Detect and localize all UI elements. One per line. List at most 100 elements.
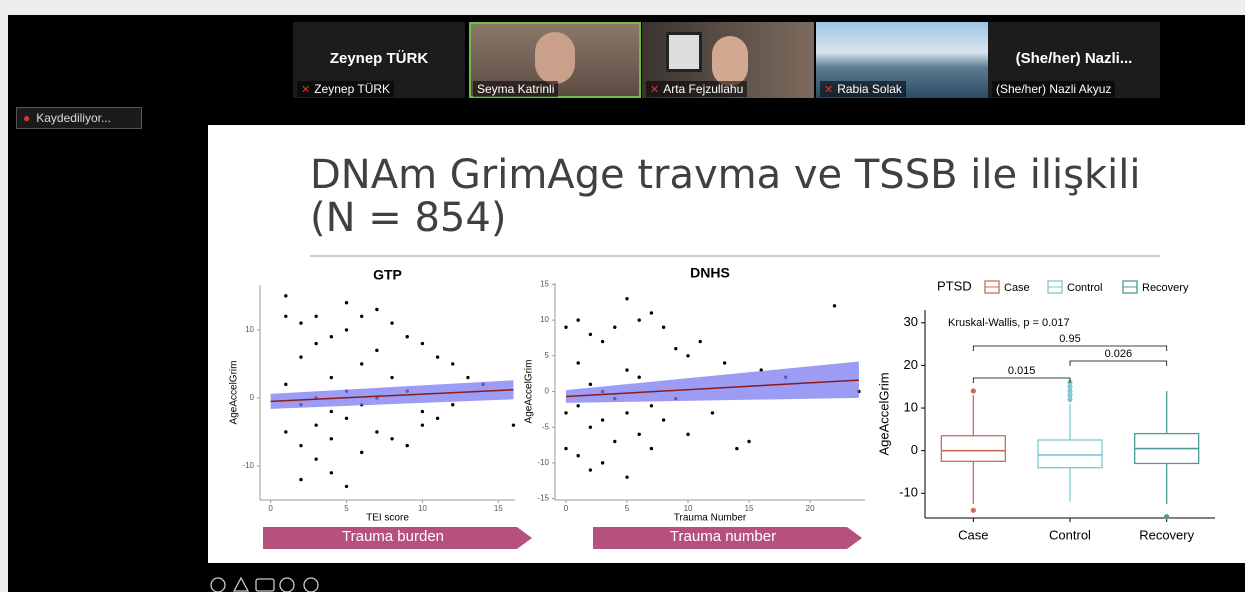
data-point: [375, 308, 378, 311]
pointer-button[interactable]: [234, 578, 248, 591]
x-tick-label: Control: [1049, 527, 1091, 542]
arrow-label: Trauma number: [670, 528, 776, 545]
data-point: [723, 361, 726, 364]
legend-label: Control: [1067, 282, 1102, 294]
data-point: [711, 411, 714, 414]
comparison-label: 0.026: [1105, 348, 1133, 360]
y-axis-label: AgeAccelGrim: [229, 361, 240, 425]
data-point: [625, 368, 628, 371]
data-point: [638, 376, 641, 379]
data-point: [625, 475, 628, 478]
box: [941, 436, 1005, 462]
data-point: [564, 411, 567, 414]
outlier: [971, 508, 976, 513]
comparison-label: 0.95: [1059, 333, 1080, 345]
outlier: [1164, 514, 1169, 519]
y-tick-label: 30: [904, 314, 918, 329]
box: [1038, 440, 1102, 468]
y-tick-label: 10: [245, 325, 254, 334]
captions-button[interactable]: [256, 579, 274, 591]
data-point: [299, 478, 302, 481]
more-button[interactable]: [280, 578, 294, 592]
data-point: [451, 403, 454, 406]
data-point: [314, 423, 317, 426]
data-point: [421, 410, 424, 413]
legend-label: Case: [1004, 282, 1030, 294]
slide: DNAm GrimAge travma ve TSSB ile ilişkili…: [0, 0, 1245, 592]
data-point: [576, 361, 579, 364]
data-point: [345, 485, 348, 488]
data-point: [406, 444, 409, 447]
data-point: [650, 311, 653, 314]
data-point: [650, 447, 653, 450]
x-tick-label: 20: [806, 504, 815, 513]
annotation: Kruskal-Wallis, p = 0.017: [948, 317, 1070, 329]
data-point: [314, 457, 317, 460]
data-point: [360, 451, 363, 454]
x-tick-label: 10: [418, 504, 427, 513]
data-point: [345, 301, 348, 304]
x-tick-label: 0: [268, 504, 273, 513]
slide-top-band: [208, 100, 1245, 125]
data-point: [833, 304, 836, 307]
data-point: [330, 335, 333, 338]
data-point: [686, 433, 689, 436]
y-axis-label: AgeAccelGrim: [524, 360, 535, 424]
arrow-label: Trauma burden: [342, 528, 444, 545]
data-point: [638, 318, 641, 321]
data-point: [284, 430, 287, 433]
data-point: [625, 297, 628, 300]
y-tick-label: 0: [911, 442, 918, 457]
comparison-label: 0.015: [1008, 365, 1036, 377]
legend-label: Recovery: [1142, 282, 1189, 294]
x-tick-label: Case: [958, 527, 988, 542]
next-button[interactable]: [304, 578, 318, 592]
data-point: [735, 447, 738, 450]
data-point: [436, 355, 439, 358]
x-axis-label: TEI score: [366, 513, 409, 524]
y-tick-label: 0: [545, 387, 550, 396]
data-point: [601, 418, 604, 421]
y-axis-label: AgeAccelGrim: [876, 372, 891, 455]
legend-title: PTSD: [937, 278, 972, 293]
chart-title: DNHS: [690, 265, 730, 281]
y-tick-label: 5: [545, 351, 550, 360]
data-point: [638, 433, 641, 436]
x-tick-label: 0: [564, 504, 569, 513]
y-tick-label: -5: [542, 422, 550, 431]
data-point: [699, 340, 702, 343]
data-point: [564, 447, 567, 450]
y-tick-label: -10: [537, 458, 549, 467]
data-point: [284, 383, 287, 386]
data-point: [466, 376, 469, 379]
data-point: [330, 376, 333, 379]
data-point: [662, 418, 665, 421]
data-point: [330, 437, 333, 440]
data-point: [406, 335, 409, 338]
data-point: [564, 326, 567, 329]
data-point: [512, 423, 515, 426]
y-tick-label: 10: [540, 315, 549, 324]
data-point: [345, 328, 348, 331]
data-point: [375, 430, 378, 433]
prev-button[interactable]: [211, 578, 225, 592]
data-point: [747, 440, 750, 443]
data-point: [299, 444, 302, 447]
data-point: [360, 315, 363, 318]
data-point: [284, 294, 287, 297]
data-point: [390, 376, 393, 379]
data-point: [284, 315, 287, 318]
data-point: [576, 404, 579, 407]
x-tick-label: 15: [494, 504, 503, 513]
data-point: [589, 425, 592, 428]
data-point: [601, 340, 604, 343]
data-point: [299, 321, 302, 324]
data-point: [375, 349, 378, 352]
data-point: [436, 417, 439, 420]
slide-toolbar: [211, 578, 318, 592]
data-point: [299, 355, 302, 358]
data-point: [589, 333, 592, 336]
data-point: [360, 362, 363, 365]
data-point: [421, 342, 424, 345]
data-point: [330, 471, 333, 474]
